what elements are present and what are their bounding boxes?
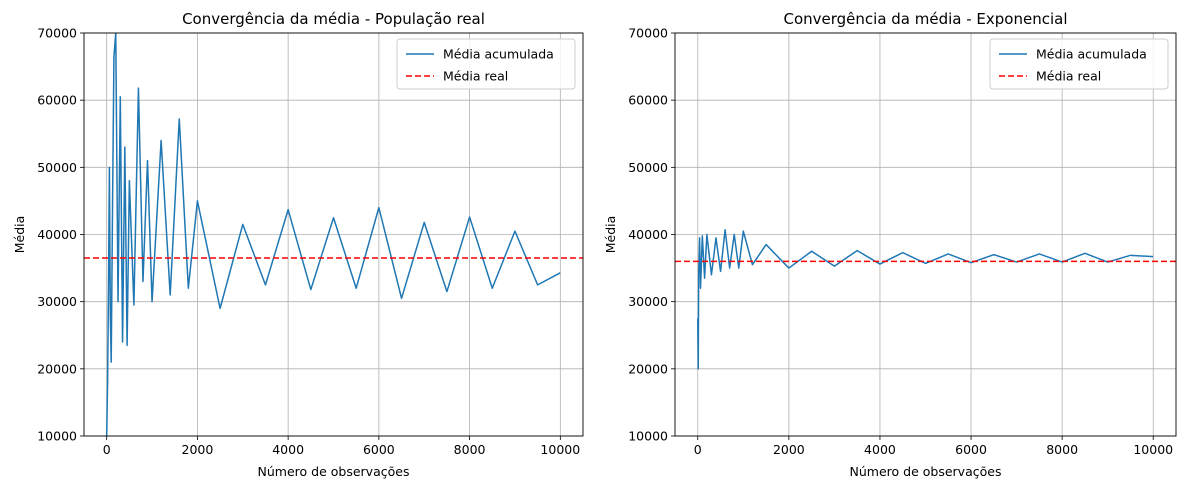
x-tick-label: 4000 <box>272 442 304 457</box>
x-tick-label: 8000 <box>1046 442 1078 457</box>
x-tick-label: 0 <box>694 442 702 457</box>
chart-panel-1: 0 2000 4000 6000 8000 10000 10000 20000 30000 400… <box>12 10 584 479</box>
y-tick-label: 30000 <box>37 294 77 309</box>
y-axis-label: Média <box>12 216 27 254</box>
series-line-1 <box>105 33 561 436</box>
x-tick-label: 4000 <box>864 442 896 457</box>
y-tick-label: 70000 <box>37 26 77 41</box>
legend-label-1: Média acumulada <box>443 47 554 62</box>
chart-title: Convergência da média - População real <box>182 10 485 28</box>
x-tick-label: 10000 <box>1133 442 1173 457</box>
x-tick-label: 10000 <box>540 442 580 457</box>
legend-box <box>396 38 576 90</box>
legend-label-1: Média acumulada <box>1036 47 1147 62</box>
y-tick-label: 20000 <box>628 361 668 376</box>
y-tick-label: 30000 <box>628 294 668 309</box>
legend-label-2: Média real <box>1036 69 1101 84</box>
y-tick-label: 40000 <box>37 227 77 242</box>
x-axis-label: Número de observações <box>850 464 1002 479</box>
y-tick-label: 60000 <box>628 93 668 108</box>
x-tick-label: 2000 <box>773 442 805 457</box>
y-tick-label: 50000 <box>37 160 77 175</box>
chart-panel-2: 0 2000 4000 6000 8000 10000 10000 20000 30000 400… <box>603 10 1177 479</box>
x-tick-label: 6000 <box>955 442 987 457</box>
x-tick-label: 0 <box>103 442 111 457</box>
series-line-1 <box>697 229 1154 370</box>
x-axis-label: Número de observações <box>258 464 410 479</box>
x-tick-label: 6000 <box>363 442 395 457</box>
y-tick-label: 70000 <box>628 26 668 41</box>
y-tick-label: 10000 <box>37 429 77 444</box>
y-tick-label: 50000 <box>628 160 668 175</box>
x-tick-label: 2000 <box>182 442 214 457</box>
y-axis-label: Média <box>603 216 618 254</box>
chart-title: Convergência da média - Exponencial <box>783 10 1067 28</box>
y-tick-label: 40000 <box>628 227 668 242</box>
x-tick-label: 8000 <box>454 442 486 457</box>
y-tick-label: 60000 <box>37 93 77 108</box>
y-tick-label: 10000 <box>628 429 668 444</box>
legend-box <box>989 38 1169 90</box>
legend-label-2: Média real <box>443 69 508 84</box>
y-tick-label: 20000 <box>37 361 77 376</box>
